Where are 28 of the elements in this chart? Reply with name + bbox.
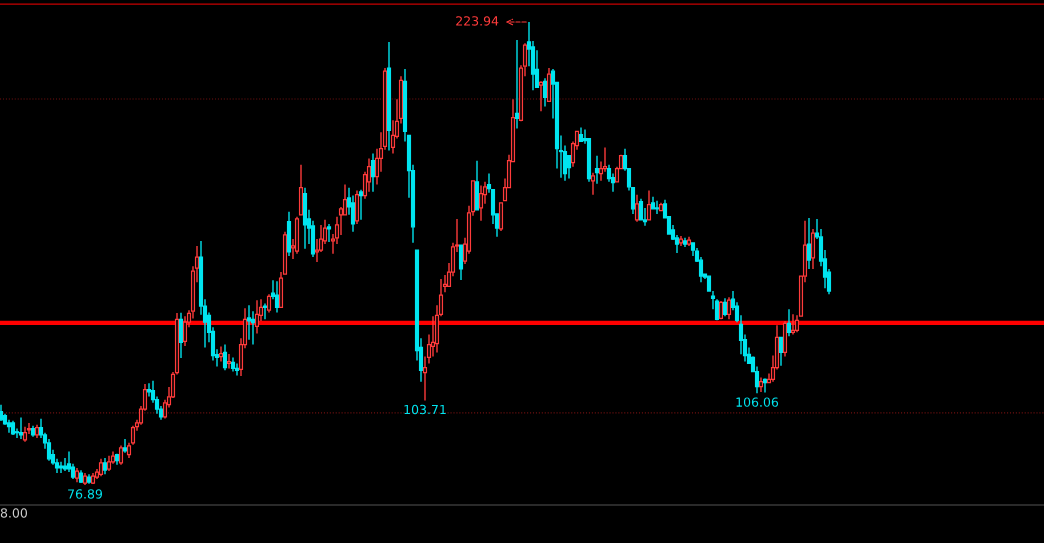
candlestick bbox=[246, 304, 252, 341]
text: 8.00 bbox=[0, 508, 27, 518]
candlestick bbox=[46, 438, 52, 462]
candlestick bbox=[326, 223, 332, 243]
candlestick bbox=[598, 160, 604, 182]
candlestick bbox=[386, 41, 392, 152]
candlestick bbox=[594, 154, 600, 185]
candlestick bbox=[482, 181, 488, 205]
candlestick bbox=[230, 356, 236, 373]
annotation: 223.94 bbox=[456, 16, 499, 26]
candlestick bbox=[310, 220, 316, 258]
candlestick bbox=[18, 416, 24, 440]
candlestick bbox=[426, 333, 432, 365]
candlestick bbox=[222, 343, 228, 372]
annotation: 76.89 bbox=[68, 489, 103, 499]
annotation: 106.06 bbox=[736, 397, 779, 407]
candlestick bbox=[350, 194, 356, 233]
candlestick bbox=[366, 157, 372, 193]
candlestick bbox=[374, 148, 380, 186]
candlestick bbox=[162, 398, 168, 420]
candlestick bbox=[678, 235, 684, 247]
candlestick bbox=[250, 310, 256, 346]
candlestick bbox=[182, 315, 188, 347]
candlestick bbox=[606, 164, 612, 183]
annotation: 103.71 bbox=[404, 404, 446, 415]
candlestick bbox=[370, 152, 376, 193]
candlestick bbox=[430, 315, 436, 358]
candlestick bbox=[226, 353, 232, 370]
